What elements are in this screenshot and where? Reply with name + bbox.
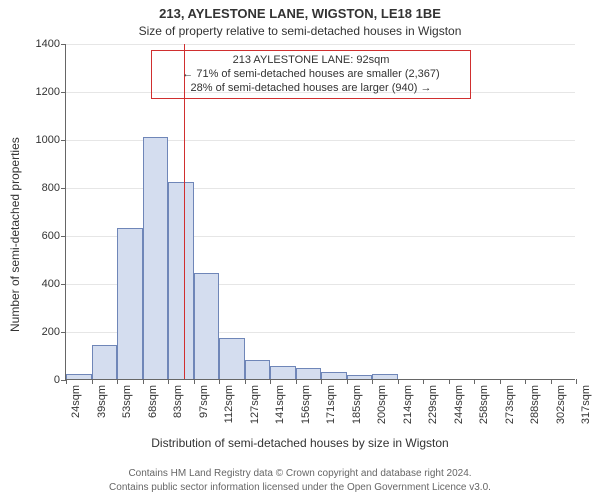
y-tick-mark	[61, 92, 66, 93]
y-tick-mark	[61, 188, 66, 189]
x-tick-mark	[296, 379, 297, 384]
page-subtitle: Size of property relative to semi-detach…	[0, 24, 600, 38]
histogram-bar	[372, 374, 398, 379]
x-tick-mark	[551, 379, 552, 384]
y-tick-mark	[61, 284, 66, 285]
histogram-bar	[168, 182, 194, 379]
x-tick-label: 288sqm	[529, 385, 541, 424]
histogram-bar	[347, 375, 373, 379]
page-title: 213, AYLESTONE LANE, WIGSTON, LE18 1BE	[0, 6, 600, 21]
x-tick-mark	[245, 379, 246, 384]
histogram-bar	[296, 368, 322, 379]
x-tick-mark	[398, 379, 399, 384]
x-tick-label: 97sqm	[198, 385, 210, 418]
y-tick-mark	[61, 332, 66, 333]
x-tick-label: 244sqm	[453, 385, 465, 424]
x-tick-mark	[143, 379, 144, 384]
histogram-bar	[194, 273, 220, 379]
x-tick-label: 141sqm	[274, 385, 286, 424]
y-tick-label: 1000	[36, 134, 60, 146]
footer-line-2: Contains public sector information licen…	[0, 482, 600, 493]
y-tick-label: 800	[42, 182, 60, 194]
y-tick-label: 400	[42, 278, 60, 290]
x-tick-label: 112sqm	[223, 385, 235, 423]
x-tick-label: 24sqm	[70, 385, 82, 418]
x-tick-label: 53sqm	[121, 385, 133, 418]
y-axis-label: Number of semi-detached properties	[8, 137, 22, 332]
x-tick-label: 127sqm	[249, 385, 261, 424]
annotation-line-1: 213 AYLESTONE LANE: 92sqm	[155, 54, 467, 68]
annotation-box: 213 AYLESTONE LANE: 92sqm ← 71% of semi-…	[151, 50, 471, 99]
x-tick-mark	[576, 379, 577, 384]
x-tick-label: 302sqm	[555, 385, 567, 424]
x-tick-label: 273sqm	[504, 385, 516, 424]
x-tick-label: 68sqm	[147, 385, 159, 418]
y-tick-label: 1200	[36, 86, 60, 98]
x-tick-mark	[321, 379, 322, 384]
x-tick-mark	[525, 379, 526, 384]
histogram-bar	[143, 137, 169, 379]
x-axis-label: Distribution of semi-detached houses by …	[0, 436, 600, 450]
x-tick-label: 156sqm	[300, 385, 312, 424]
annotation-line-2: ← 71% of semi-detached houses are smalle…	[155, 68, 467, 82]
histogram-bar	[92, 345, 118, 379]
x-tick-mark	[117, 379, 118, 384]
chart-container: 213, AYLESTONE LANE, WIGSTON, LE18 1BE S…	[0, 0, 600, 500]
x-tick-label: 200sqm	[376, 385, 388, 424]
x-tick-mark	[347, 379, 348, 384]
x-tick-label: 258sqm	[478, 385, 490, 424]
x-tick-mark	[270, 379, 271, 384]
x-tick-mark	[372, 379, 373, 384]
x-tick-mark	[194, 379, 195, 384]
plot-area: 020040060080010001200140024sqm39sqm53sqm…	[65, 44, 575, 380]
x-tick-mark	[66, 379, 67, 384]
y-tick-mark	[61, 44, 66, 45]
x-tick-mark	[449, 379, 450, 384]
x-tick-label: 185sqm	[351, 385, 363, 424]
x-tick-mark	[474, 379, 475, 384]
x-tick-label: 317sqm	[580, 385, 592, 424]
histogram-bar	[270, 366, 296, 379]
x-tick-label: 83sqm	[172, 385, 184, 418]
y-tick-label: 600	[42, 230, 60, 242]
x-tick-mark	[423, 379, 424, 384]
y-tick-mark	[61, 140, 66, 141]
y-tick-mark	[61, 236, 66, 237]
x-tick-label: 214sqm	[402, 385, 414, 424]
y-tick-label: 0	[54, 374, 60, 386]
x-tick-label: 229sqm	[427, 385, 439, 424]
histogram-bar	[117, 228, 143, 379]
y-tick-label: 1400	[36, 38, 60, 50]
grid-line	[66, 44, 575, 45]
x-tick-label: 171sqm	[325, 385, 337, 424]
x-tick-mark	[168, 379, 169, 384]
x-tick-mark	[92, 379, 93, 384]
histogram-bar	[219, 338, 245, 379]
x-tick-mark	[500, 379, 501, 384]
x-tick-label: 39sqm	[96, 385, 108, 418]
y-tick-label: 200	[42, 326, 60, 338]
histogram-bar	[66, 374, 92, 379]
histogram-bar	[321, 372, 347, 379]
footer-line-1: Contains HM Land Registry data © Crown c…	[0, 468, 600, 479]
histogram-bar	[245, 360, 271, 379]
x-tick-mark	[219, 379, 220, 384]
annotation-line-3: 28% of semi-detached houses are larger (…	[155, 82, 467, 96]
